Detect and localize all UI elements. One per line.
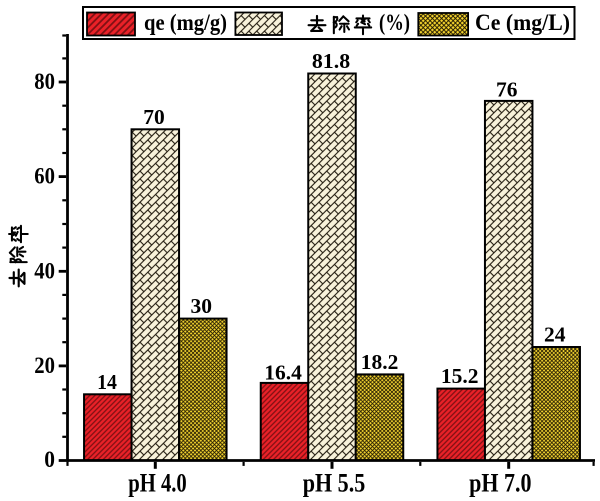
svg-text:30: 30 — [191, 294, 213, 318]
svg-text:(%): (%) — [379, 10, 410, 35]
svg-text:76: 76 — [496, 77, 518, 101]
svg-text:Ce (mg/L): Ce (mg/L) — [475, 10, 570, 35]
svg-text:pH 4.0: pH 4.0 — [128, 469, 187, 498]
svg-text:14: 14 — [97, 370, 117, 394]
svg-text:40: 40 — [34, 258, 55, 283]
svg-text:70: 70 — [143, 105, 165, 129]
svg-text:24: 24 — [544, 323, 566, 347]
svg-text:18.2: 18.2 — [361, 350, 399, 374]
svg-text:qe (mg/g): qe (mg/g) — [144, 10, 227, 35]
svg-text:pH 5.5: pH 5.5 — [303, 469, 366, 498]
svg-text:0: 0 — [44, 447, 55, 472]
svg-text:16.4: 16.4 — [264, 361, 302, 385]
svg-text:60: 60 — [34, 164, 55, 189]
svg-text:pH 7.0: pH 7.0 — [469, 469, 531, 498]
svg-text:15.2: 15.2 — [441, 364, 479, 388]
svg-text:20: 20 — [34, 353, 55, 378]
svg-text:80: 80 — [34, 69, 55, 94]
svg-text:81.8: 81.8 — [312, 49, 351, 73]
